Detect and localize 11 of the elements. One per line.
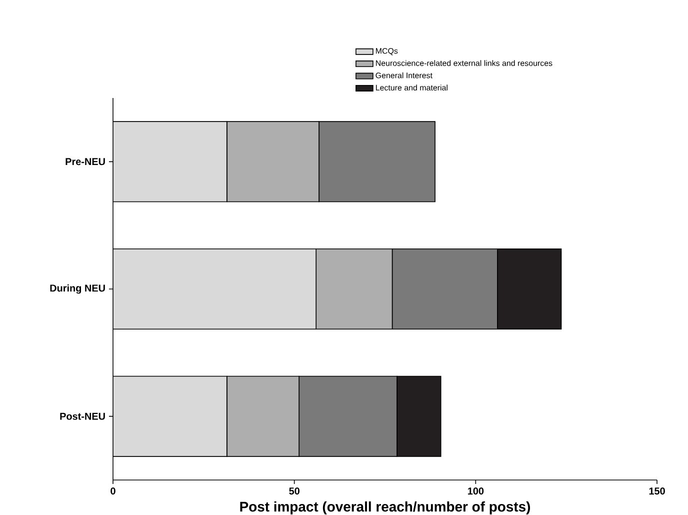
x-tick-label: 0 bbox=[110, 488, 116, 495]
bar bbox=[113, 376, 228, 457]
x-tick-label: 50 bbox=[289, 488, 300, 495]
bar bbox=[113, 121, 228, 202]
bar bbox=[113, 248, 316, 330]
y-tick-label: Post-NEU bbox=[60, 412, 105, 420]
y-tick-label: Pre-NEU bbox=[66, 158, 105, 166]
y-tick-label: During NEU bbox=[50, 284, 105, 294]
x-axis-title: Post impact (overall reach/number of posts) bbox=[240, 501, 530, 514]
x-tick-label: 100 bbox=[468, 488, 484, 495]
x-tick-label: 150 bbox=[649, 488, 665, 495]
